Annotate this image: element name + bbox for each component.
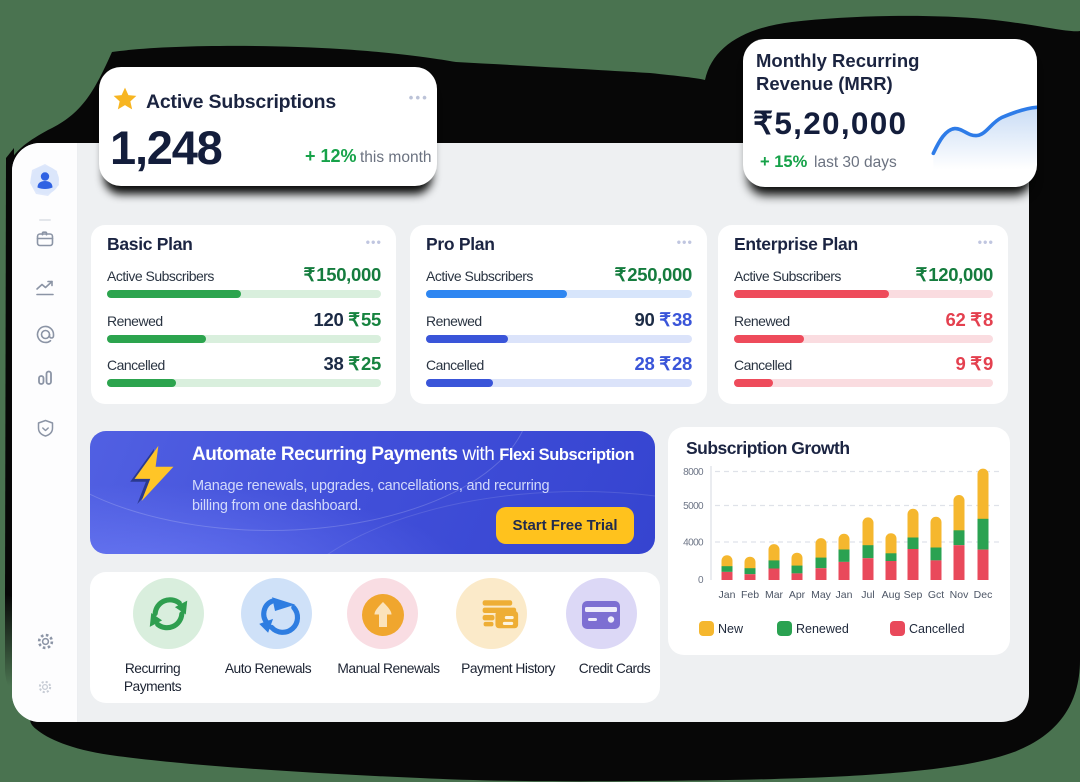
svg-text:Jan: Jan xyxy=(836,589,853,601)
svg-text:4000: 4000 xyxy=(683,538,704,549)
svg-text:Sep: Sep xyxy=(904,589,923,601)
svg-text:5000: 5000 xyxy=(683,501,704,512)
svg-text:Feb: Feb xyxy=(741,589,759,601)
svg-text:Gct: Gct xyxy=(928,589,944,601)
svg-text:New: New xyxy=(718,622,744,636)
svg-text:Dec: Dec xyxy=(974,589,993,601)
svg-text:Mar: Mar xyxy=(765,589,784,601)
svg-text:May: May xyxy=(811,589,832,601)
svg-text:0: 0 xyxy=(698,575,704,586)
svg-text:Apr: Apr xyxy=(789,589,806,601)
svg-text:8000: 8000 xyxy=(683,467,704,478)
svg-text:Jan: Jan xyxy=(719,589,736,601)
svg-text:Aug: Aug xyxy=(882,589,901,601)
svg-text:Nov: Nov xyxy=(950,589,969,601)
svg-text:Renewed: Renewed xyxy=(796,622,849,636)
svg-text:Cancelled: Cancelled xyxy=(909,622,965,636)
svg-text:Jul: Jul xyxy=(861,589,874,601)
